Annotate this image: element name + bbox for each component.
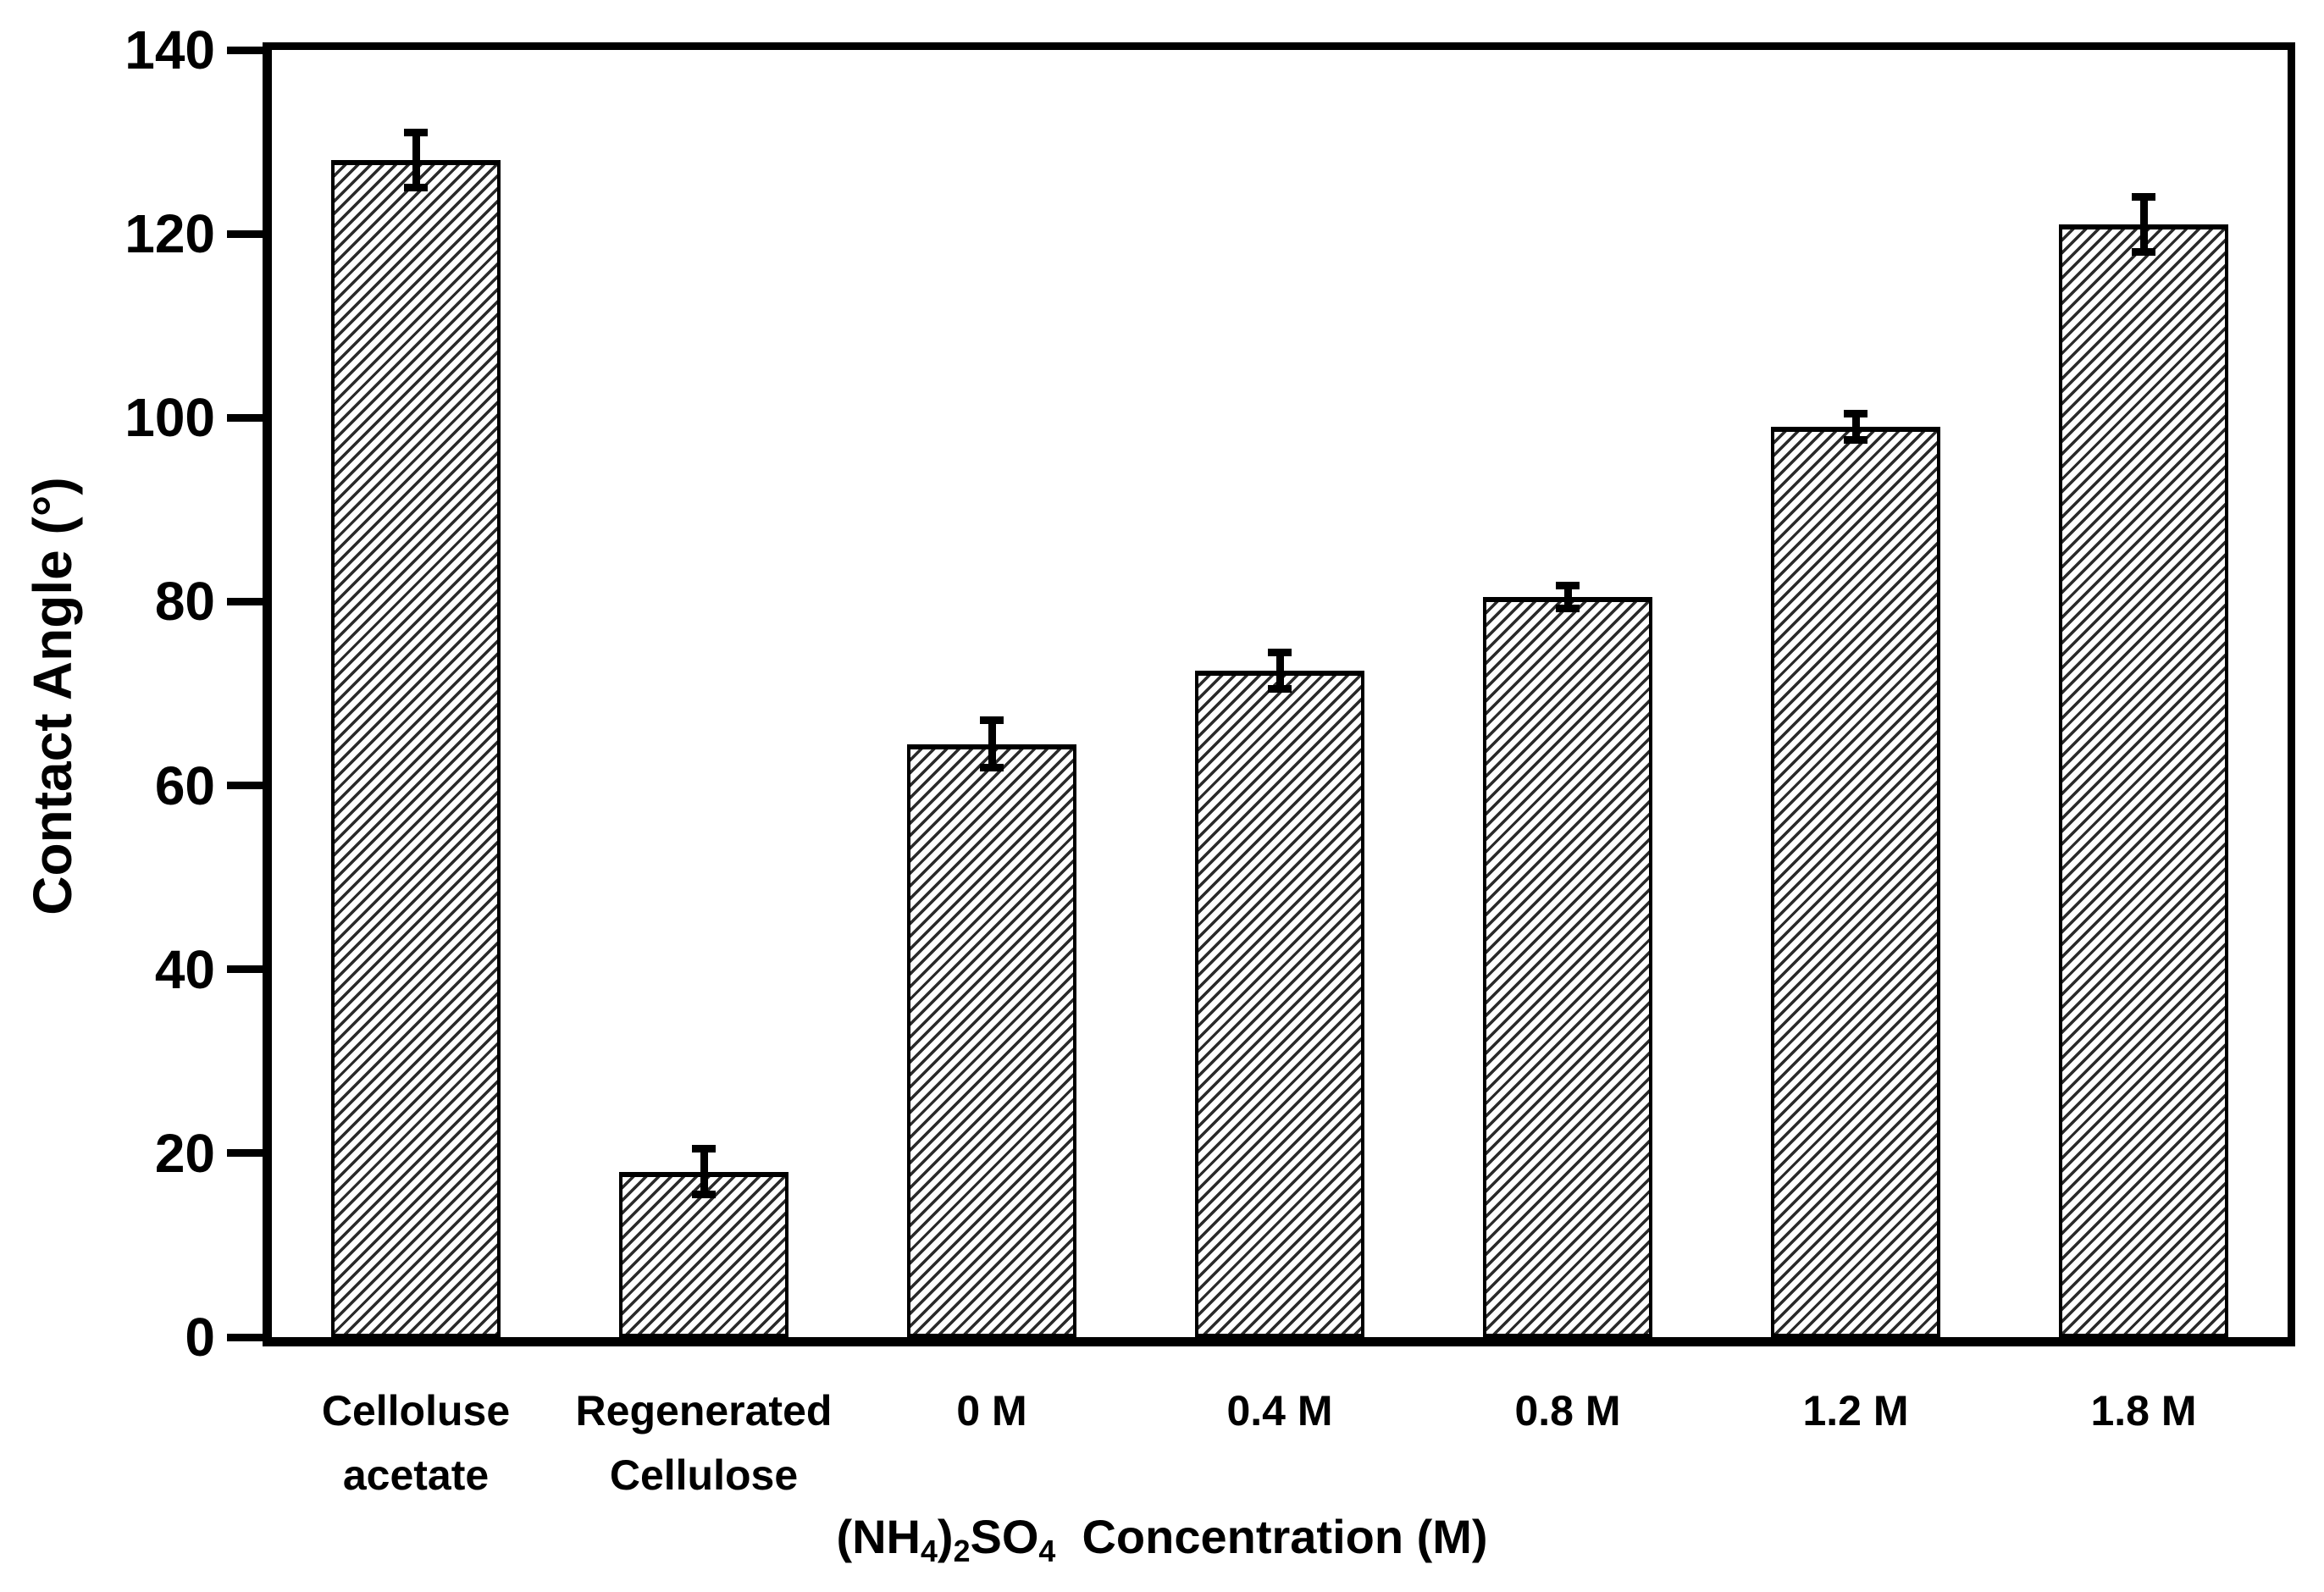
y-axis-tick-label: 0 (185, 1307, 215, 1368)
x-axis-category-label: 1.2 M (1678, 1379, 2034, 1443)
y-axis-tick (227, 1149, 264, 1158)
x-axis-category-label-line: 1.8 M (2090, 1387, 2197, 1434)
error-bar-cap (1556, 604, 1580, 612)
error-bar (700, 1148, 708, 1195)
bar (331, 160, 501, 1337)
x-axis-title-subscript: 2 (953, 1534, 971, 1569)
x-axis-title-subscript: 4 (920, 1534, 938, 1569)
x-axis-category-label-line: Regenerated (575, 1387, 833, 1434)
y-axis-tick (227, 597, 264, 605)
x-axis-title-segment: (NH (836, 1510, 921, 1563)
error-bar (412, 132, 420, 188)
x-axis-category-label-line: acetate (342, 1451, 490, 1499)
x-axis-category-label: Celloluse acetate (238, 1379, 594, 1507)
error-bar (988, 720, 996, 768)
error-bar-cap (1268, 648, 1292, 656)
error-bar-cap (1556, 582, 1580, 590)
error-bar-cap (2132, 248, 2155, 257)
bar (1483, 597, 1652, 1337)
error-bar-cap (1268, 685, 1292, 694)
x-axis-category-label: Regenerated Cellulose (526, 1379, 882, 1507)
error-bar-cap (1844, 410, 1868, 418)
x-axis-category-label-line: Celloluse (321, 1387, 511, 1434)
bar (1771, 427, 1940, 1337)
x-axis-title-segment: ) (937, 1510, 954, 1563)
bar (619, 1171, 788, 1337)
plot-inner (272, 50, 2288, 1337)
x-axis-category-label: 1.8 M (1966, 1379, 2321, 1443)
x-axis-category-label-line: Cellulose (609, 1451, 799, 1499)
error-bar-cap (692, 1191, 716, 1199)
bar (907, 743, 1076, 1337)
y-axis-tick-label: 140 (125, 19, 215, 80)
y-axis-tick-label: 60 (154, 755, 215, 816)
error-bar (2139, 196, 2148, 252)
y-axis-tick (227, 229, 264, 238)
y-axis-title: Contact Angle (°) (22, 477, 83, 915)
y-axis-tick-label: 120 (125, 203, 215, 265)
y-axis-tick-label: 40 (154, 938, 215, 1000)
error-bar-cap (980, 764, 1004, 772)
error-bar-cap (980, 716, 1004, 724)
x-axis-category-label: 0.8 M (1390, 1379, 1746, 1443)
bar (2059, 224, 2228, 1337)
x-axis-category-label-line: 1.2 M (1802, 1387, 1909, 1434)
y-axis-tick (227, 46, 264, 54)
y-axis-tick (227, 1333, 264, 1341)
plot-area (263, 42, 2295, 1346)
x-axis-title: (NH4)2SO4 Concentration (M) (0, 1509, 2324, 1569)
x-axis-title-segment: Concentration (M) (1055, 1510, 1488, 1563)
x-axis-title-segment: SO (970, 1510, 1039, 1563)
y-axis-tick (227, 965, 264, 974)
error-bar-cap (692, 1144, 716, 1153)
x-axis-category-label-line: 0.8 M (1514, 1387, 1621, 1434)
error-bar-cap (2132, 193, 2155, 202)
error-bar-cap (404, 184, 428, 192)
y-axis-tick-label: 80 (154, 571, 215, 633)
y-axis-tick (227, 413, 264, 422)
y-axis-tick-label: 20 (154, 1122, 215, 1184)
x-axis-category-label-line: 0.4 M (1226, 1387, 1333, 1434)
y-axis-tick-label: 100 (125, 387, 215, 449)
x-axis-category-label: 0.4 M (1102, 1379, 1458, 1443)
error-bar (1851, 413, 1860, 440)
x-axis-category-label-line: 0 M (956, 1387, 1027, 1434)
bar (1195, 670, 1364, 1337)
x-axis-category-label: 0 M (814, 1379, 1170, 1443)
y-axis-tick (227, 782, 264, 790)
error-bar (1275, 652, 1284, 689)
error-bar-cap (1844, 435, 1868, 444)
error-bar (1563, 585, 1572, 609)
error-bar-cap (404, 129, 428, 137)
x-axis-title-subscript: 4 (1038, 1534, 1056, 1569)
